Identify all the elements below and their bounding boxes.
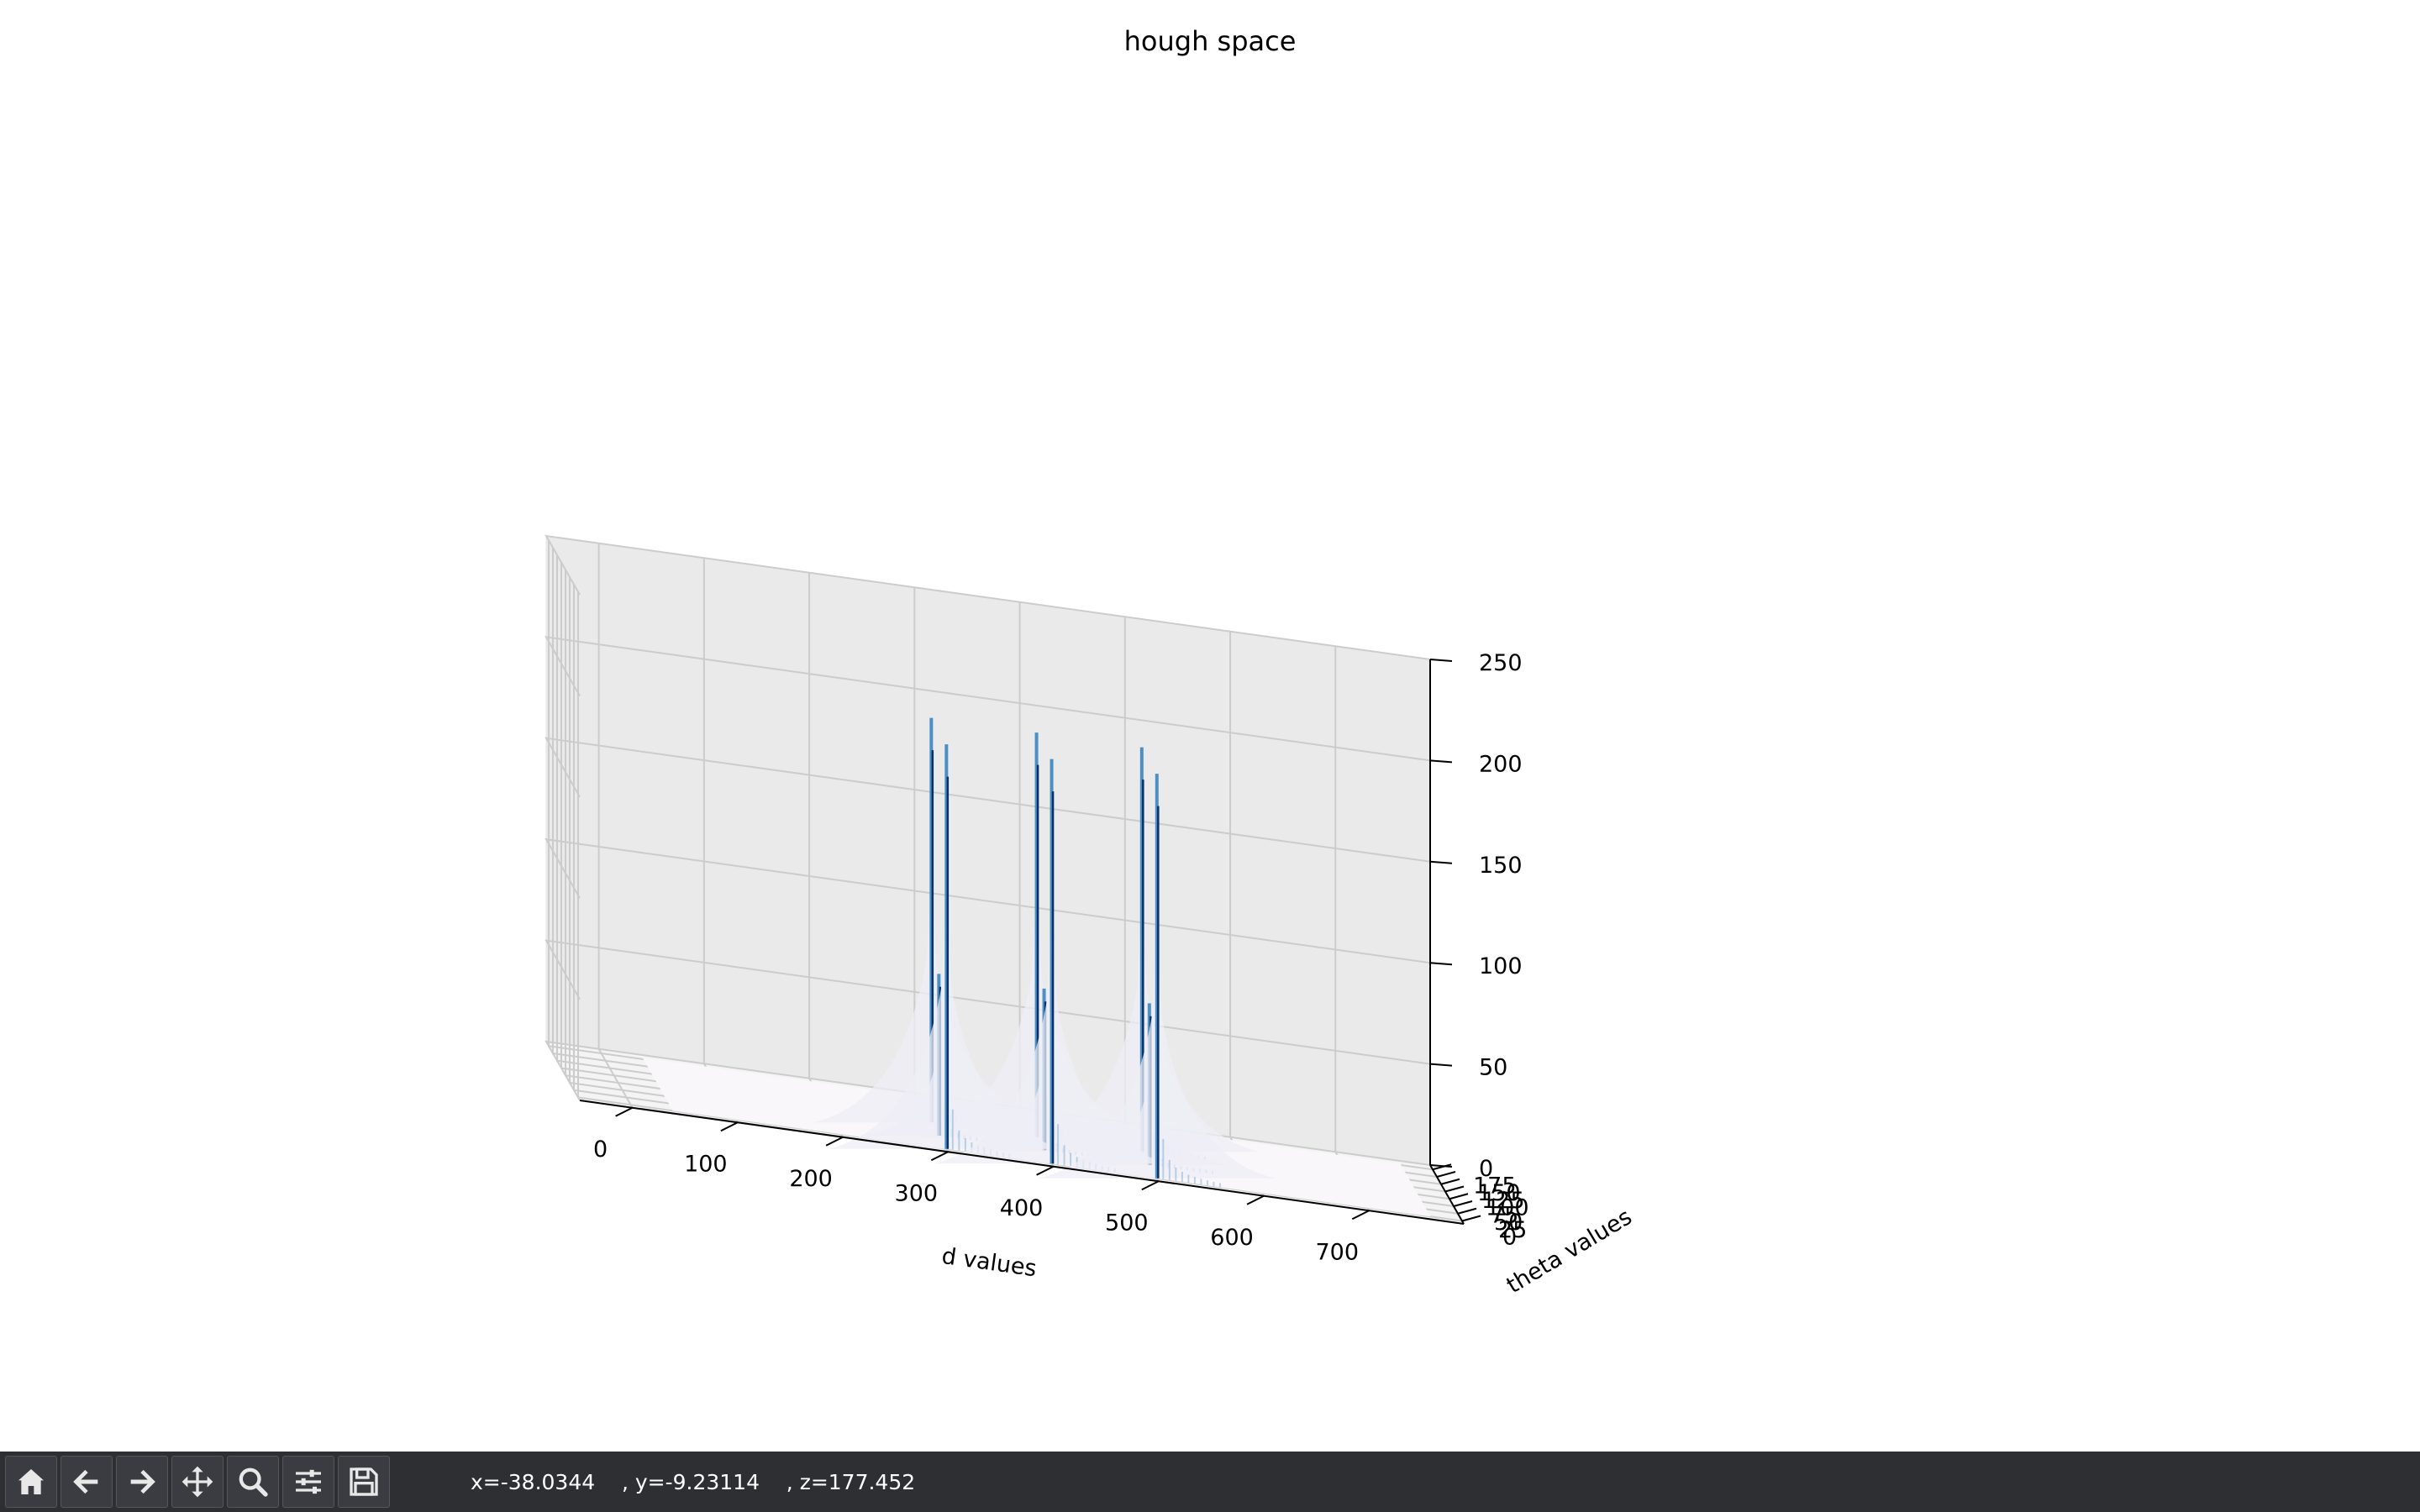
zoom-button[interactable]	[227, 1456, 279, 1508]
y-tick-mark	[1436, 1171, 1456, 1178]
zoom-icon	[239, 1467, 268, 1497]
navigation-toolbar: x=-38.0344 , y=-9.23114 , z=177.452	[0, 1452, 2420, 1512]
z-tick-mark	[1429, 759, 1453, 764]
configure-subplots-button[interactable]	[282, 1456, 334, 1508]
surface-3d-chart[interactable]: 0100200300400500600700025507510012515017…	[0, 0, 2420, 1452]
forward-button[interactable]	[116, 1456, 168, 1508]
grid-line-z	[544, 837, 1431, 964]
z-tick-label: 100	[1479, 953, 1523, 979]
home-icon	[18, 1469, 44, 1494]
pan-button[interactable]	[171, 1456, 224, 1508]
x-tick-label: 500	[1105, 1210, 1149, 1236]
z-tick-mark	[1429, 1164, 1453, 1168]
y-tick-mark	[1461, 1215, 1481, 1222]
x-tick-mark	[930, 1151, 949, 1162]
grid-line-z	[544, 737, 1431, 863]
y-tick-label: 75	[1490, 1202, 1518, 1228]
y-tick-label: 50	[1494, 1210, 1523, 1236]
z-tick-mark	[1429, 659, 1453, 662]
y-tick-mark	[1444, 1185, 1465, 1193]
grid-line-z	[544, 534, 1431, 660]
z-tick-mark	[1429, 860, 1453, 864]
home-button[interactable]	[5, 1456, 57, 1508]
z-tick-mark	[1429, 1063, 1453, 1067]
coord-x: x=-38.0344	[471, 1469, 596, 1494]
sliders-icon	[296, 1469, 321, 1494]
back-button[interactable]	[60, 1456, 113, 1508]
coord-z: , z=177.452	[786, 1469, 916, 1494]
coord-y: , y=-9.23114	[621, 1469, 760, 1494]
z-tick-label: 250	[1479, 650, 1523, 676]
x-tick-label: 200	[789, 1166, 833, 1192]
x-tick-label: 400	[1000, 1195, 1044, 1221]
y-axis-line	[1429, 1164, 1465, 1225]
x-tick-label: 700	[1316, 1239, 1360, 1265]
z-tick-label: 150	[1479, 853, 1523, 879]
y-tick-mark	[1453, 1200, 1473, 1207]
x-axis-label: d values	[940, 1243, 1039, 1283]
x-tick-mark	[720, 1121, 739, 1132]
x-tick-label: 600	[1210, 1225, 1254, 1251]
peaks-group	[813, 717, 1276, 1188]
back-arrow-icon	[73, 1469, 98, 1494]
x-tick-mark	[1036, 1165, 1055, 1176]
z-tick-label: 0	[1479, 1156, 1493, 1182]
z-tick-mark	[1429, 962, 1453, 966]
x-tick-mark	[825, 1136, 844, 1147]
y-tick-label: 25	[1498, 1217, 1527, 1243]
grid-line-z	[544, 636, 1431, 762]
forward-arrow-icon	[130, 1469, 155, 1494]
x-tick-mark	[1351, 1210, 1370, 1221]
x-tick-label: 0	[593, 1137, 608, 1163]
x-tick-label: 300	[895, 1180, 939, 1206]
x-tick-mark	[615, 1106, 634, 1117]
figure-window: 0 100 200 300 400 500 600 700 0 25 50 75 100 125 150 17…	[0, 0, 2420, 1452]
y-tick-mark	[1440, 1178, 1460, 1185]
x-tick-mark	[1141, 1180, 1160, 1191]
y-tick-label: 0	[1502, 1225, 1517, 1251]
y-tick-label: 150	[1477, 1180, 1521, 1206]
y-tick-mark	[1457, 1207, 1477, 1215]
z-tick-label: 200	[1479, 751, 1523, 777]
x-axis-line	[579, 1100, 1465, 1225]
cursor-coordinates: x=-38.0344 , y=-9.23114 , z=177.452	[471, 1470, 915, 1494]
y-tick-label: 125	[1481, 1188, 1525, 1214]
y-tick-label: 100	[1486, 1195, 1529, 1221]
y-tick-label: 175	[1473, 1173, 1517, 1199]
y-tick-mark	[1449, 1193, 1469, 1200]
z-tick-label: 50	[1479, 1055, 1507, 1081]
ticks-group: 0100200300400500600700025507510012515017…	[579, 650, 1529, 1265]
y-tick-mark	[1432, 1163, 1452, 1171]
chart-title: hough space	[1124, 25, 1297, 57]
save-icon	[350, 1467, 378, 1496]
save-button[interactable]	[338, 1456, 390, 1508]
x-tick-mark	[1246, 1194, 1265, 1205]
move-icon	[182, 1466, 213, 1498]
x-tick-label: 100	[684, 1151, 728, 1177]
